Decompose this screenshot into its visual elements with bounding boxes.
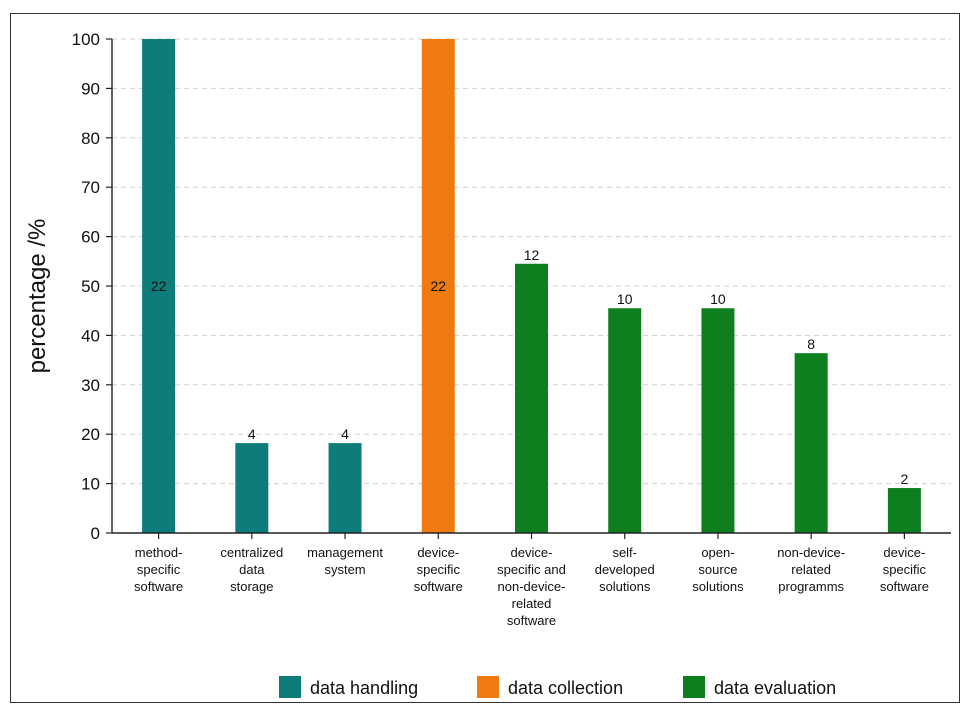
x-tick-label: related xyxy=(791,562,831,577)
y-tick-label: 60 xyxy=(81,228,100,247)
x-tick-label: system xyxy=(324,562,365,577)
y-axis-label: percentage /% xyxy=(24,219,51,374)
x-tick-label: device- xyxy=(511,545,553,560)
x-tick-label: related xyxy=(512,596,552,611)
x-tick-label: software xyxy=(134,579,183,594)
labels: 0 10 20 30 40 50 60 70 80 90 100 22 method-specific s… xyxy=(72,30,929,628)
data-label: 8 xyxy=(807,336,815,352)
x-tick-label: non-device- xyxy=(777,545,845,560)
y-tick-label: 80 xyxy=(81,129,100,148)
y-tick-label: 70 xyxy=(81,178,100,197)
x-tick-label: software xyxy=(880,579,929,594)
x-tick-label: storage xyxy=(230,579,273,594)
bar xyxy=(328,443,362,533)
x-tick-label: non-device- xyxy=(498,579,566,594)
x-tick-label: solutions xyxy=(692,579,744,594)
data-label: 10 xyxy=(617,291,633,307)
bar xyxy=(421,39,455,533)
bar xyxy=(701,308,735,533)
y-tick-label: 90 xyxy=(81,79,100,98)
y-tick-label: 100 xyxy=(72,30,100,49)
legend-swatch xyxy=(683,676,705,698)
data-label: 22 xyxy=(151,278,167,294)
data-label: 4 xyxy=(341,426,349,442)
x-tick-label: device- xyxy=(417,545,459,560)
data-label: 4 xyxy=(248,426,256,442)
x-tick-label: source xyxy=(698,562,737,577)
y-tick-label: 20 xyxy=(81,425,100,444)
x-tick-label: developed xyxy=(595,562,655,577)
y-tick-label: 50 xyxy=(81,277,100,296)
x-tick-label: programms xyxy=(778,579,844,594)
x-tick-label: data xyxy=(239,562,265,577)
data-label: 2 xyxy=(900,471,908,487)
bars xyxy=(142,39,921,533)
legend: data handling data collection data evaluat… xyxy=(279,676,836,698)
x-tick-label: specific xyxy=(137,562,181,577)
x-tick-label: self- xyxy=(612,545,637,560)
legend-label: data evaluation xyxy=(714,678,836,698)
bar xyxy=(142,39,176,533)
bar xyxy=(235,443,269,533)
data-label: 10 xyxy=(710,291,726,307)
x-tick-label: specific xyxy=(417,562,461,577)
x-tick-label: specific and xyxy=(497,562,566,577)
y-tick-label: 0 xyxy=(91,524,100,543)
y-tick-label: 30 xyxy=(81,376,100,395)
legend-swatch xyxy=(477,676,499,698)
legend-label: data collection xyxy=(508,678,623,698)
bar-chart: 0 10 20 30 40 50 60 70 80 90 100 22 method-specific s… xyxy=(24,30,951,698)
bar xyxy=(608,308,642,533)
bar xyxy=(794,353,828,533)
x-tick-label: method- xyxy=(135,545,183,560)
y-tick-label: 40 xyxy=(81,326,100,345)
x-tick-label: software xyxy=(507,613,556,628)
x-tick-label: management xyxy=(307,545,383,560)
bar xyxy=(515,263,548,533)
legend-label: data handling xyxy=(310,678,418,698)
x-tick-label: device- xyxy=(883,545,925,560)
x-tick-label: specific xyxy=(883,562,927,577)
legend-swatch xyxy=(279,676,301,698)
x-tick-label: centralized xyxy=(220,545,283,560)
data-label: 22 xyxy=(430,278,446,294)
x-tick-label: software xyxy=(414,579,463,594)
x-tick-label: solutions xyxy=(599,579,651,594)
bar xyxy=(887,488,921,533)
x-tick-label: open- xyxy=(701,545,734,560)
data-label: 12 xyxy=(524,247,540,263)
axes xyxy=(106,38,951,539)
chart-frame: 0 10 20 30 40 50 60 70 80 90 100 22 method-specific s… xyxy=(10,13,960,703)
y-tick-label: 10 xyxy=(81,475,100,494)
